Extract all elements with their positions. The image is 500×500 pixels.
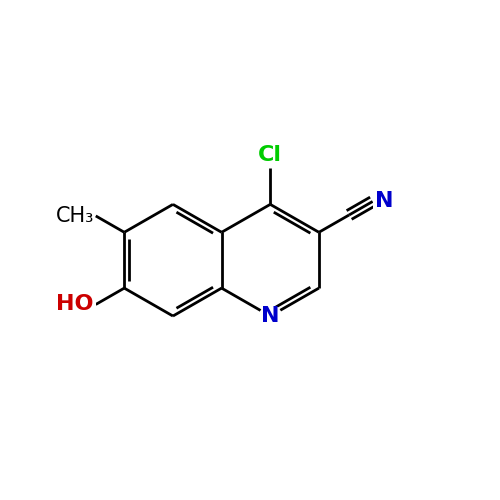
Text: N: N: [261, 306, 280, 326]
Text: Cl: Cl: [258, 144, 282, 165]
Text: N: N: [374, 192, 393, 212]
Text: CH₃: CH₃: [56, 206, 94, 226]
Text: HO: HO: [56, 294, 94, 314]
Point: [266, 312, 274, 320]
